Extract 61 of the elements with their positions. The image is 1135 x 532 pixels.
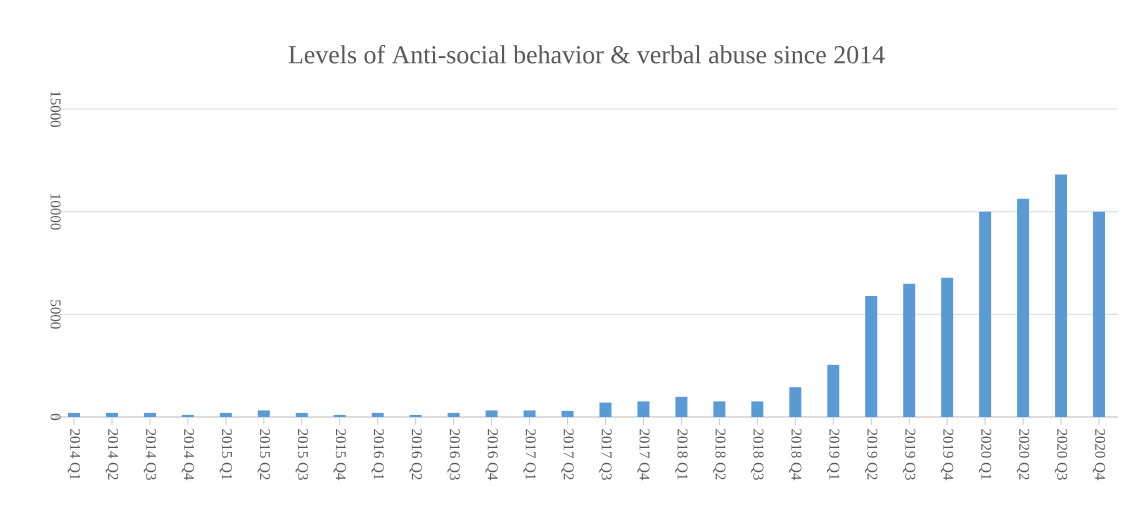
x-tick-label: 2014 Q3 [143,429,157,480]
x-tick-label: 2015 Q3 [295,429,308,480]
bar [675,396,688,417]
x-tick-label: 2019 Q3 [903,429,916,480]
bar [979,211,992,417]
x-tick-label: 2015 Q4 [333,429,346,481]
x-tick-label: 2016 Q3 [447,429,460,480]
x-tick-label: 2019 Q1 [827,429,840,480]
y-tick-label: 10000 [50,194,61,230]
bar [295,412,308,417]
x-tick-label: 2014 Q1 [67,429,81,480]
x-tick-label: 2017 Q3 [599,429,612,480]
bar [1017,198,1030,417]
bar [713,401,726,417]
bar [257,410,270,417]
bar [865,296,878,417]
y-tick-label: 0 [50,413,61,421]
bar [105,412,118,417]
bar [637,401,650,417]
x-tick-label: 2014 Q4 [181,429,195,481]
x-tick-label: 2016 Q2 [409,429,422,480]
x-tick-label: 2018 Q3 [751,429,764,480]
bar [599,402,612,417]
x-tick-label: 2018 Q4 [789,429,802,481]
bar [751,401,764,417]
x-tick-label: 2019 Q4 [940,429,954,481]
bar [1055,174,1068,417]
bar [523,410,536,417]
bar [561,410,574,417]
y-tick-label: 5000 [50,300,61,329]
bar [941,277,954,417]
bar [447,412,460,417]
x-tick-label: 2020 Q4 [1092,429,1106,481]
y-tick-label: 15000 [50,91,61,128]
bar [827,364,840,417]
x-tick-label: 2020 Q2 [1016,429,1030,480]
x-tick-label: 2015 Q1 [219,429,233,480]
bar [143,412,156,417]
x-tick-label: 2016 Q4 [485,429,498,481]
x-tick-label: 2017 Q1 [523,429,536,480]
x-tick-label: 2014 Q2 [105,429,119,480]
bar [181,414,194,417]
bar [789,387,802,417]
bar [903,283,916,417]
bar [67,412,80,417]
x-tick-label: 2018 Q2 [713,429,726,480]
x-tick-label: 2017 Q2 [561,429,574,480]
x-tick-label: 2019 Q2 [865,429,878,480]
x-tick-label: 2020 Q1 [978,429,992,480]
bar [485,410,498,417]
bar [333,414,346,417]
x-tick-label: 2020 Q3 [1054,429,1068,480]
x-tick-label: 2015 Q2 [257,429,270,480]
bar [219,412,232,417]
x-tick-label: 2017 Q4 [637,429,650,481]
x-tick-label: 2016 Q1 [371,429,384,480]
bar [1093,211,1106,417]
bar [371,412,384,417]
bar [409,414,422,417]
x-tick-label: 2018 Q1 [675,429,688,480]
chart-title: Levels of Anti-social behavior & verbal abuse since 2014 [288,45,885,64]
